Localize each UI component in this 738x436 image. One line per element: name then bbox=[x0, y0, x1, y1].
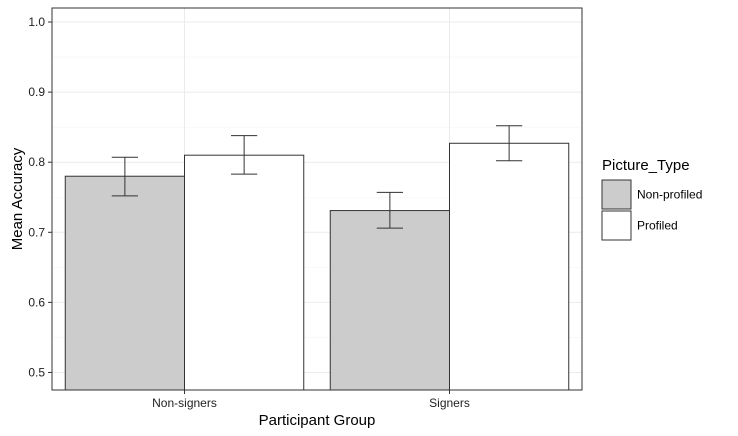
y-tick-label: 0.9 bbox=[28, 85, 45, 99]
y-axis-title: Mean Accuracy bbox=[9, 147, 26, 250]
error-bars bbox=[111, 125, 523, 229]
bar-non-signers-non-profiled bbox=[64, 175, 185, 391]
error-bar bbox=[231, 135, 258, 175]
x-tick-label: Signers bbox=[429, 396, 470, 410]
y-tick-label: 0.8 bbox=[28, 155, 45, 169]
y-tick-label: 0.7 bbox=[28, 225, 45, 239]
legend-label: Non-profiled bbox=[637, 188, 702, 202]
y-axis: 0.5 0.6 0.7 0.8 0.9 1.0 bbox=[28, 15, 52, 379]
error-bar bbox=[496, 125, 523, 162]
y-tick-label: 1.0 bbox=[28, 15, 45, 29]
bars bbox=[64, 142, 570, 391]
legend: Picture_Type Non-profiled Profiled bbox=[601, 157, 702, 241]
x-axis: Non-signers Signers bbox=[152, 390, 470, 410]
legend-label: Profiled bbox=[637, 219, 678, 233]
legend-key-profiled bbox=[601, 210, 632, 241]
y-tick-label: 0.5 bbox=[28, 365, 45, 379]
bar-signers-profiled bbox=[449, 142, 570, 391]
panel-border bbox=[51, 7, 583, 391]
bar-signers-non-profiled bbox=[329, 210, 450, 391]
x-axis-title: Participant Group bbox=[259, 412, 376, 429]
y-tick-label: 0.6 bbox=[28, 295, 45, 309]
error-bar bbox=[111, 156, 138, 197]
bar-non-signers-profiled bbox=[184, 154, 305, 391]
legend-title: Picture_Type bbox=[602, 157, 690, 174]
legend-key-non-profiled bbox=[601, 179, 632, 210]
error-bar bbox=[376, 191, 403, 229]
x-tick-label: Non-signers bbox=[152, 396, 217, 410]
